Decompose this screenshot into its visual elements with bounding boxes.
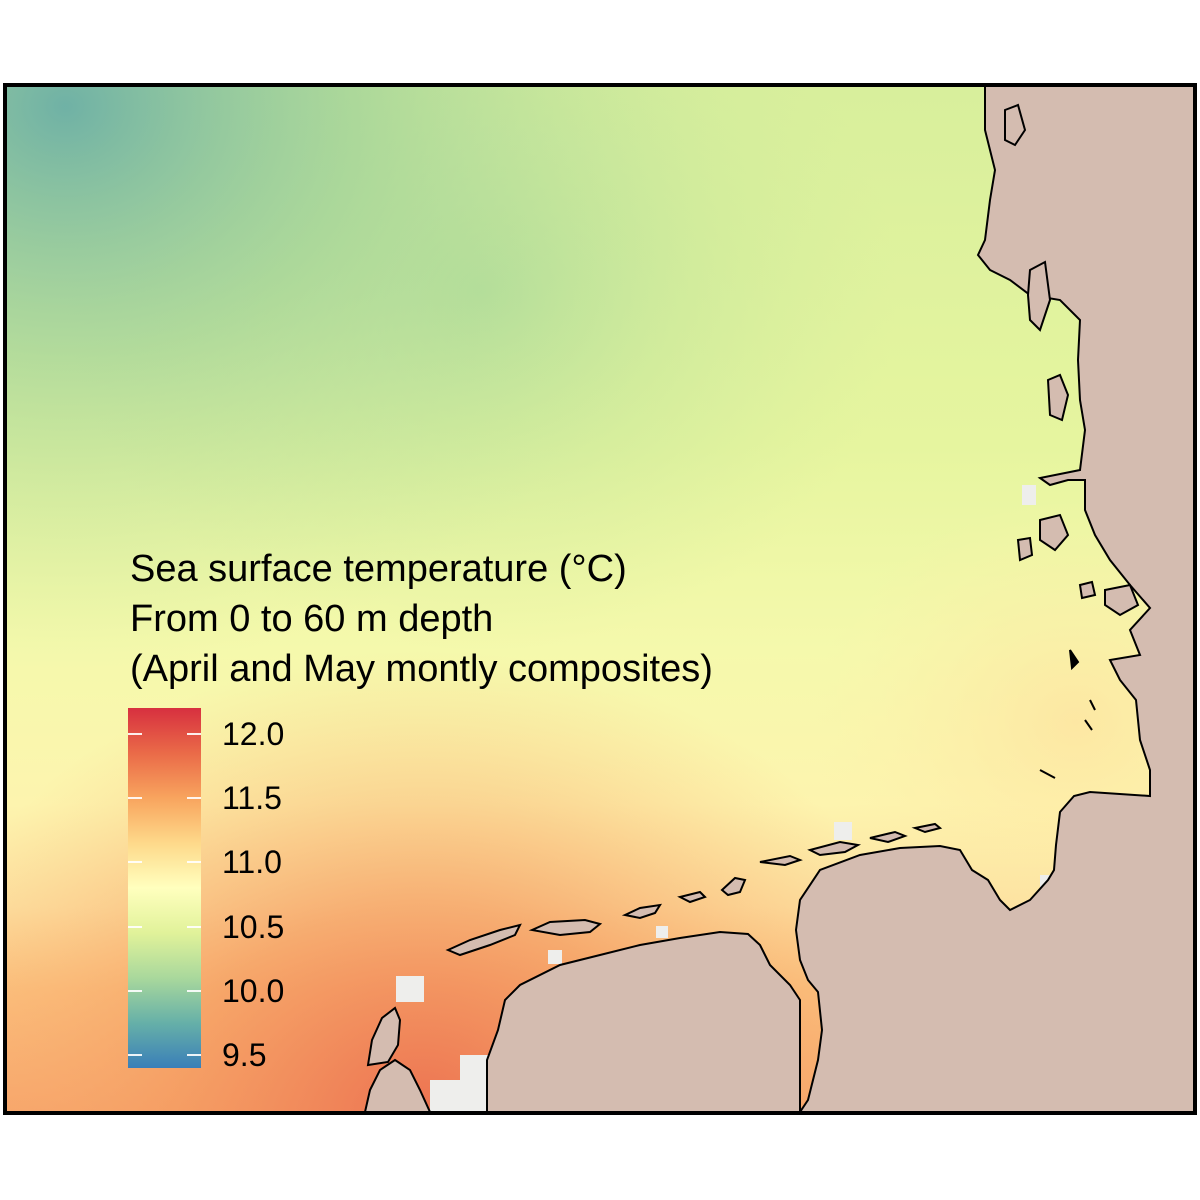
land-southwest [363,1058,432,1112]
land-south [486,930,801,1112]
land-east [794,86,1194,1112]
wadden-islands [366,103,1140,1067]
map-border [3,83,1197,1115]
coastline-details [1039,649,1096,779]
